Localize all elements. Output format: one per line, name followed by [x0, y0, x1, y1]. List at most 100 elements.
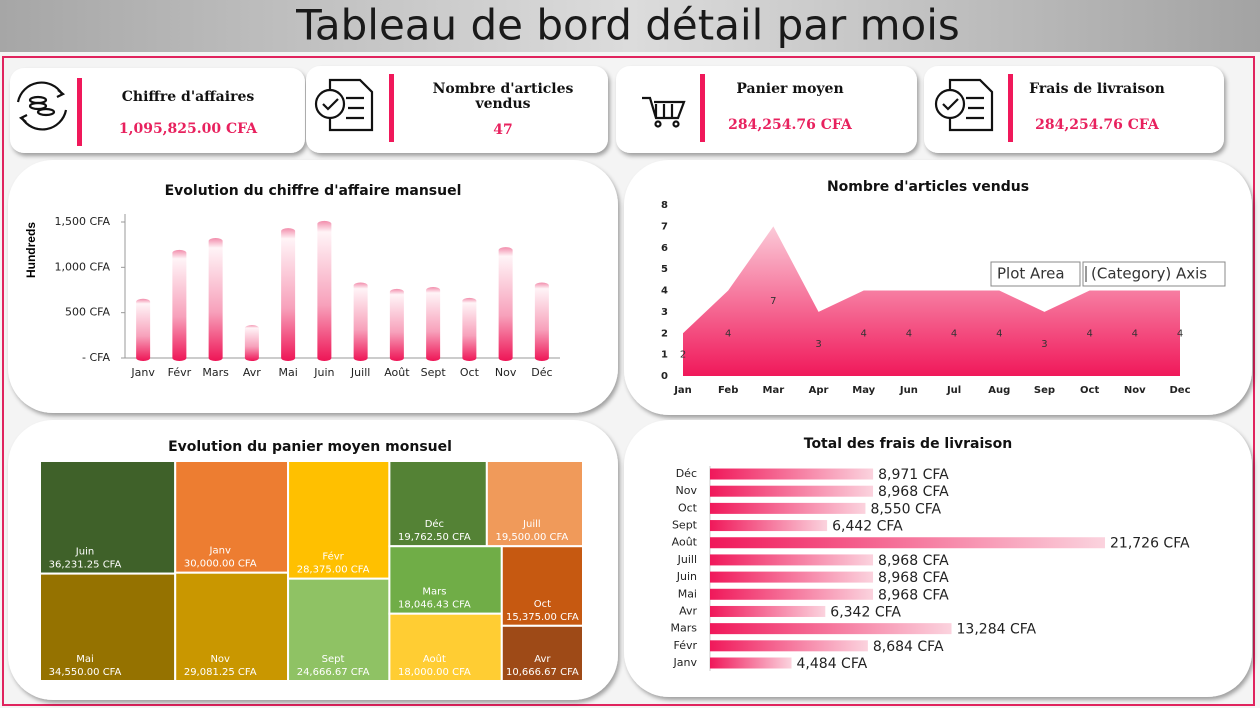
tile-value: 15,375.00 CFA: [506, 612, 579, 623]
y-tick-label: 2: [661, 328, 668, 339]
tile-label: Janv: [209, 546, 231, 557]
data-label: 6,342 CFA: [830, 604, 901, 620]
kpi-value: 1,095,825.00 CFA: [119, 121, 258, 137]
y-tick-label: Févr: [673, 639, 697, 652]
y-tick-label: Avr: [679, 604, 697, 617]
y-tick-label: Déc: [676, 467, 697, 480]
kpi-accent: [77, 78, 82, 146]
y-tick-label: 1: [661, 350, 668, 361]
y-tick-label: 1,500 CFA: [54, 215, 110, 228]
y-tick-label: 500 CFA: [65, 306, 110, 319]
y-tick-label: 7: [661, 221, 668, 232]
tile-label: Févr: [322, 551, 344, 563]
chart-title: Total des frais de livraison: [804, 436, 1012, 452]
data-label: 4: [725, 328, 731, 339]
chart-title: Evolution du chiffre d'affaire mansuel: [165, 183, 462, 199]
y-tick-label: 1,000 CFA: [54, 260, 110, 273]
tile-label: Juill: [522, 519, 541, 530]
tile-value: 28,375.00 CFA: [297, 565, 370, 576]
tile-label: Juin: [75, 547, 94, 558]
tile-label: Sept: [322, 654, 345, 665]
x-tick-label: Jan: [673, 385, 692, 396]
x-tick-label: May: [852, 385, 875, 396]
tile-value: 19,500.00 CFA: [495, 532, 568, 543]
kpi-label: Nombre d'articles: [433, 81, 574, 97]
tooltip: [1082, 261, 1226, 287]
kpi-card: [10, 68, 305, 153]
x-tick-label: Oct: [1080, 385, 1099, 396]
treemap-tile: [287, 460, 391, 580]
bar: [498, 247, 513, 361]
y-tick-label: 8: [661, 200, 668, 211]
treemap-tile: [287, 577, 391, 682]
data-label: 2: [680, 350, 686, 361]
x-tick-label: Sep: [1034, 385, 1055, 396]
x-tick-label: Oct: [460, 366, 480, 379]
area: [683, 226, 1180, 376]
y-tick-label: - CFA: [82, 351, 110, 364]
y-tick-label: Sept: [672, 519, 698, 532]
chart-panel: [624, 160, 1252, 415]
treemap-tile: [39, 460, 177, 575]
icon-document: [934, 78, 994, 132]
y-tick-label: 4: [661, 286, 668, 297]
x-tick-label: Août: [384, 366, 410, 379]
kpi-card: [924, 66, 1224, 153]
kpi-accent: [389, 74, 394, 142]
kpi-card: [306, 66, 608, 153]
y-tick-label: Mai: [678, 587, 697, 600]
bar: [710, 554, 874, 566]
title-bar: [0, 0, 1260, 52]
tile-label: Nov: [210, 654, 230, 665]
y-tick-label: Oct: [678, 501, 698, 514]
kpi-accent: [700, 74, 705, 142]
kpi-label: Panier moyen: [736, 81, 843, 97]
tile-value: 30,000.00 CFA: [184, 559, 257, 570]
icon-coins: [16, 81, 68, 131]
x-tick-label: Jun: [899, 385, 918, 396]
treemap-tile: [39, 572, 177, 682]
tile-value: 24,666.67 CFA: [297, 667, 370, 678]
data-label: 8,968 CFA: [878, 587, 949, 603]
x-tick-label: Mars: [202, 366, 229, 379]
tooltip-text: Plot Area: [997, 265, 1065, 283]
tile-label: Déc: [425, 518, 444, 530]
y-tick-label: Juin: [676, 570, 697, 583]
bar: [710, 623, 952, 635]
y-tick-label: 3: [661, 307, 668, 318]
kpi-label: vendus: [474, 96, 530, 112]
page-title: Tableau de bord détail par mois: [295, 1, 960, 50]
bar: [710, 605, 826, 617]
tile-value: 36,231.25 CFA: [49, 560, 122, 571]
tile-label: Août: [423, 653, 446, 665]
bar: [244, 325, 259, 361]
data-label: 4: [1132, 328, 1138, 339]
kpi-accent: [1008, 74, 1013, 142]
kpi-value: 284,254.76 CFA: [728, 117, 853, 133]
x-tick-label: Nov: [495, 366, 517, 379]
kpi-value: 47: [493, 122, 512, 138]
kpi-card: [616, 66, 917, 153]
treemap-tile: [174, 460, 290, 574]
bar: [462, 297, 477, 361]
bar: [208, 238, 223, 361]
x-tick-label: Mar: [763, 385, 785, 396]
data-label: 4: [861, 328, 867, 339]
tile-value: 29,081.25 CFA: [184, 667, 257, 678]
y-tick-label: Août: [672, 536, 698, 549]
bar: [389, 288, 404, 361]
tile-label: Mars: [422, 587, 446, 598]
treemap-tile: [388, 612, 503, 682]
y-tick-label: 6: [661, 243, 668, 254]
kpi-label: Frais de livraison: [1029, 81, 1165, 97]
tooltip: [990, 261, 1081, 287]
treemap-tile: [500, 624, 585, 683]
y-tick-label: 5: [661, 264, 668, 275]
kpi-value: 284,254.76 CFA: [1035, 117, 1160, 133]
bar: [710, 571, 874, 583]
data-label: 6,442 CFA: [832, 519, 903, 535]
bar: [710, 588, 874, 600]
data-label: 8,971 CFA: [878, 467, 949, 483]
